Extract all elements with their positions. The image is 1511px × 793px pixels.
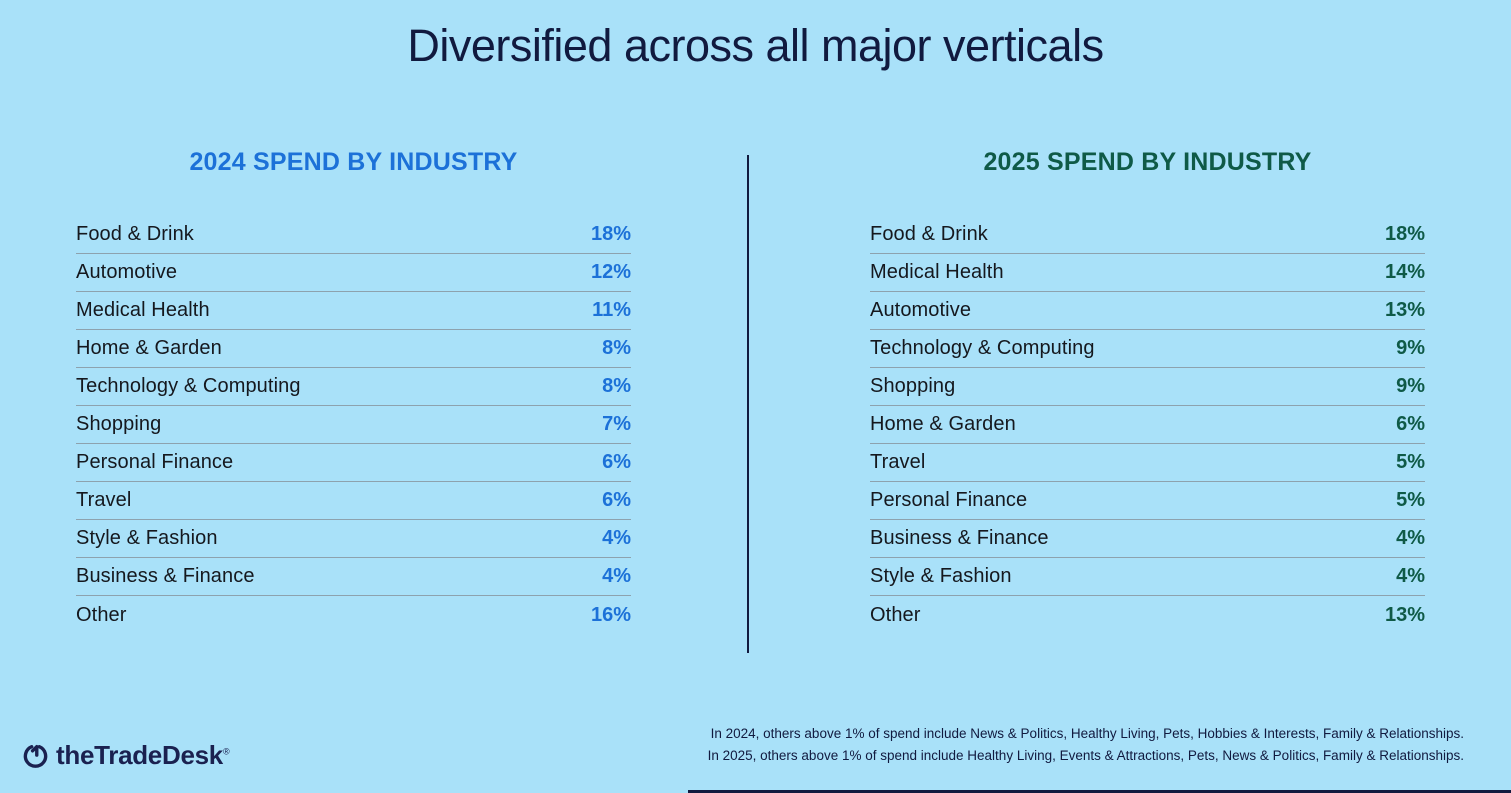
industry-label: Home & Garden bbox=[870, 413, 1016, 435]
industry-label: Food & Drink bbox=[870, 223, 988, 245]
spend-percentage: 6% bbox=[1396, 413, 1425, 435]
table-row: Home & Garden 8% bbox=[76, 330, 631, 368]
spend-table-2024-header: 2024 SPEND BY INDUSTRY bbox=[189, 148, 518, 176]
spend-percentage: 8% bbox=[602, 375, 631, 397]
spend-percentage: 8% bbox=[602, 337, 631, 359]
spend-table-2025-rows: Food & Drink 18% Medical Health 14% Auto… bbox=[870, 216, 1425, 634]
table-row: Other 13% bbox=[870, 596, 1425, 634]
table-row: Technology & Computing 8% bbox=[76, 368, 631, 406]
industry-label: Business & Finance bbox=[870, 527, 1049, 549]
table-row: Travel 5% bbox=[870, 444, 1425, 482]
industry-label: Shopping bbox=[76, 413, 162, 435]
spend-percentage: 6% bbox=[602, 451, 631, 473]
industry-label: Other bbox=[870, 604, 921, 626]
table-row: Travel 6% bbox=[76, 482, 631, 520]
industry-label: Travel bbox=[870, 451, 926, 473]
table-row: Technology & Computing 9% bbox=[870, 330, 1425, 368]
table-row: Automotive 12% bbox=[76, 254, 631, 292]
industry-label: Automotive bbox=[870, 299, 972, 321]
spend-percentage: 6% bbox=[602, 489, 631, 511]
industry-label: Personal Finance bbox=[870, 489, 1028, 511]
industry-label: Automotive bbox=[76, 261, 178, 283]
trade-desk-logo-text: theTradeDesk® bbox=[56, 740, 230, 770]
industry-label: Other bbox=[76, 604, 127, 626]
industry-label: Personal Finance bbox=[76, 451, 234, 473]
industry-label: Medical Health bbox=[76, 299, 210, 321]
footnote-2024: In 2024, others above 1% of spend includ… bbox=[710, 726, 1464, 741]
trade-desk-logo: theTradeDesk® bbox=[22, 740, 230, 771]
table-row: Food & Drink 18% bbox=[870, 216, 1425, 254]
footnote-2025: In 2025, others above 1% of spend includ… bbox=[707, 748, 1464, 763]
industry-label: Travel bbox=[76, 489, 132, 511]
table-row: Food & Drink 18% bbox=[76, 216, 631, 254]
vertical-divider bbox=[747, 155, 749, 653]
spend-percentage: 14% bbox=[1384, 261, 1425, 283]
spend-percentage: 9% bbox=[1396, 375, 1425, 397]
industry-label: Medical Health bbox=[870, 261, 1004, 283]
spend-percentage: 7% bbox=[602, 413, 631, 435]
table-row: Business & Finance 4% bbox=[76, 558, 631, 596]
spend-percentage: 12% bbox=[590, 261, 631, 283]
spend-percentage: 4% bbox=[1396, 527, 1425, 549]
spend-percentage: 4% bbox=[602, 527, 631, 549]
trade-desk-logo-icon bbox=[22, 742, 49, 769]
industry-label: Style & Fashion bbox=[76, 527, 218, 549]
spend-percentage: 5% bbox=[1396, 451, 1425, 473]
table-row: Style & Fashion 4% bbox=[870, 558, 1425, 596]
spend-table-2025: 2025 SPEND BY INDUSTRY Food & Drink 18% … bbox=[870, 148, 1425, 634]
spend-percentage: 13% bbox=[1384, 299, 1425, 321]
spend-percentage: 4% bbox=[602, 565, 631, 587]
bottom-accent-bar bbox=[688, 790, 1511, 793]
table-row: Medical Health 11% bbox=[76, 292, 631, 330]
spend-percentage: 4% bbox=[1396, 565, 1425, 587]
spend-table-2024-rows: Food & Drink 18% Automotive 12% Medical … bbox=[76, 216, 631, 634]
spend-table-2025-header: 2025 SPEND BY INDUSTRY bbox=[983, 148, 1312, 176]
table-row: Other 16% bbox=[76, 596, 631, 634]
registered-mark: ® bbox=[222, 746, 230, 757]
spend-percentage: 18% bbox=[590, 223, 631, 245]
industry-label: Technology & Computing bbox=[870, 337, 1095, 359]
spend-percentage: 11% bbox=[592, 299, 631, 321]
industry-label: Style & Fashion bbox=[870, 565, 1012, 587]
table-row: Medical Health 14% bbox=[870, 254, 1425, 292]
spend-percentage: 13% bbox=[1384, 604, 1425, 626]
table-row: Automotive 13% bbox=[870, 292, 1425, 330]
industry-label: Technology & Computing bbox=[76, 375, 301, 397]
spend-table-2024: 2024 SPEND BY INDUSTRY Food & Drink 18% … bbox=[76, 148, 631, 634]
spend-percentage: 16% bbox=[590, 604, 631, 626]
table-row: Shopping 9% bbox=[870, 368, 1425, 406]
footnotes: In 2024, others above 1% of spend includ… bbox=[708, 723, 1464, 767]
table-row: Personal Finance 5% bbox=[870, 482, 1425, 520]
industry-label: Food & Drink bbox=[76, 223, 194, 245]
table-row: Home & Garden 6% bbox=[870, 406, 1425, 444]
industry-label: Business & Finance bbox=[76, 565, 255, 587]
table-row: Business & Finance 4% bbox=[870, 520, 1425, 558]
industry-label: Home & Garden bbox=[76, 337, 222, 359]
table-row: Shopping 7% bbox=[76, 406, 631, 444]
table-row: Style & Fashion 4% bbox=[76, 520, 631, 558]
spend-percentage: 18% bbox=[1384, 223, 1425, 245]
page-title: Diversified across all major verticals bbox=[407, 20, 1104, 71]
spend-percentage: 5% bbox=[1396, 489, 1425, 511]
spend-percentage: 9% bbox=[1396, 337, 1425, 359]
table-row: Personal Finance 6% bbox=[76, 444, 631, 482]
industry-label: Shopping bbox=[870, 375, 956, 397]
